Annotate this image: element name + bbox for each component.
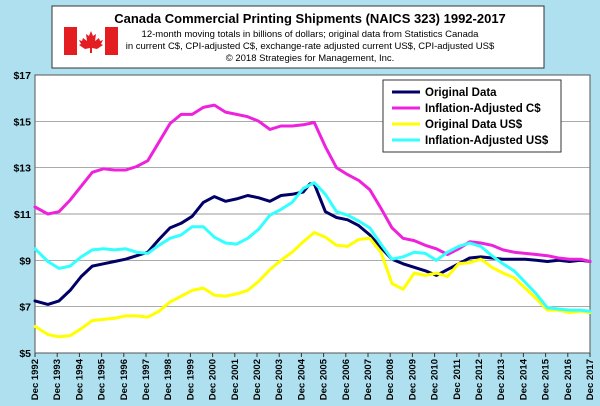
x-tick-label: Dec 1995 <box>97 358 108 400</box>
legend: Original Data Inflation-Adjusted C$ Orig… <box>382 79 562 153</box>
y-tick-label: $5 <box>19 348 31 360</box>
x-tick-label: Dec 1996 <box>119 359 130 400</box>
x-tick-label: Dec 2008 <box>385 359 396 400</box>
canada-flag-icon <box>64 27 118 55</box>
x-tick-label: Dec 1998 <box>163 359 174 400</box>
x-tick-label: Dec 2006 <box>341 359 352 400</box>
x-tick-label: Dec 2013 <box>496 359 507 400</box>
x-tick-label: Dec 2000 <box>208 359 219 400</box>
x-tick-label: Dec 2004 <box>296 358 307 400</box>
x-tick-label: Dec 2005 <box>319 358 330 400</box>
x-tick-label: Dec 2015 <box>541 358 552 400</box>
subtitle-line-1: 12-month moving totals in billions of do… <box>142 29 480 40</box>
series-line-inflation-adjusted-usd <box>33 181 592 313</box>
legend-label-original: Original Data <box>425 87 497 99</box>
x-tick-label: Dec 2011 <box>452 358 463 399</box>
x-tick-label: Dec 2017 <box>585 359 596 400</box>
x-tick-label: Dec 1997 <box>141 359 152 400</box>
x-tick-label: Dec 2003 <box>274 359 285 400</box>
x-tick-label: Dec 2001 <box>230 358 241 400</box>
x-tick-label: Dec 2016 <box>563 359 574 400</box>
x-tick-label: Dec 2010 <box>430 359 441 400</box>
series-line-inflation-adjusted-cad <box>33 103 592 263</box>
y-axis: $5 $7 $9 $11 $13 $15 $17 <box>13 70 31 360</box>
y-tick-label: $13 <box>13 163 31 175</box>
x-tick-label: Dec 2012 <box>474 359 485 400</box>
y-tick-label: $17 <box>13 70 31 82</box>
y-tick-label: $11 <box>14 209 31 221</box>
legend-label-original-usd: Original Data US$ <box>425 119 523 131</box>
chart-title: Canada Commercial Printing Shipments (NA… <box>114 11 506 26</box>
x-tick-label: Dec 2014 <box>518 358 529 400</box>
y-tick-label: $9 <box>19 255 31 267</box>
x-tick-label: Dec 2007 <box>363 359 374 400</box>
legend-label-inflation-usd: Inflation-Adjusted US$ <box>425 135 549 147</box>
series-layer <box>33 103 592 339</box>
subtitle-line-3: © 2018 Strategies for Management, Inc. <box>226 53 395 64</box>
x-tick-label: Dec 1994 <box>74 358 85 400</box>
y-tick-label: $15 <box>13 116 31 128</box>
x-tick-label: Dec 2009 <box>407 359 418 400</box>
series-line-original-data-usd <box>33 231 592 339</box>
title-box <box>51 5 545 69</box>
x-tick-label: Dec 2002 <box>252 359 263 400</box>
x-tick-label: Dec 1999 <box>185 359 196 400</box>
legend-label-inflation-cad: Inflation-Adjusted C$ <box>425 103 541 115</box>
x-tick-label: Dec 1993 <box>52 359 63 400</box>
subtitle-line-2: in current C$, CPI-adjusted C$, exchange… <box>126 41 495 52</box>
x-tick-label: Dec 1992 <box>30 359 41 400</box>
y-tick-label: $7 <box>19 302 31 314</box>
x-axis: Dec 1992 Dec 1993 Dec 1994 Dec 1995 Dec 1996… <box>30 353 596 400</box>
